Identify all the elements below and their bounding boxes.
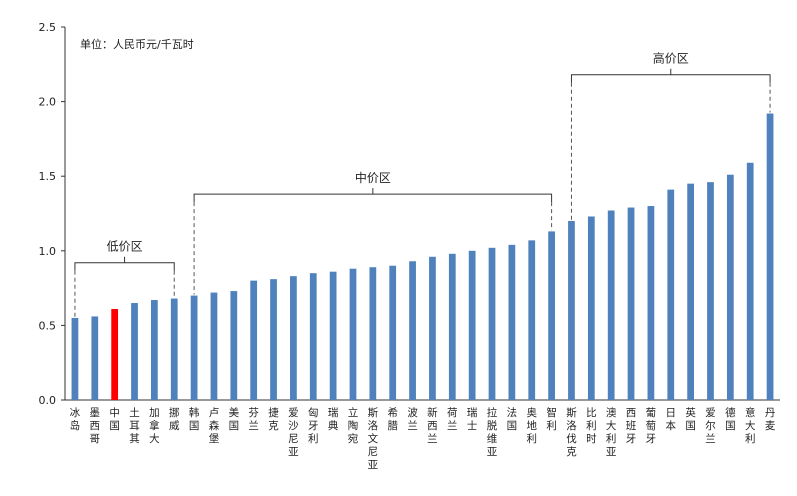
y-tick-label: 1.5 xyxy=(39,170,57,183)
bar-2 xyxy=(91,316,99,400)
bar-13 xyxy=(309,273,317,400)
bar-16 xyxy=(369,267,377,400)
bar-6 xyxy=(170,298,178,400)
bar-32 xyxy=(687,183,695,400)
category-label: 美国 xyxy=(229,406,240,432)
bar-1 xyxy=(71,317,79,400)
category-label: 荷兰 xyxy=(447,407,458,432)
bar-19 xyxy=(429,256,436,400)
category-label: 丹麦 xyxy=(765,407,776,432)
category-label: 中国 xyxy=(109,406,120,432)
category-label: 意大利 xyxy=(745,406,756,445)
bar-18 xyxy=(409,261,416,400)
category-label: 德国 xyxy=(725,406,736,432)
bar-29 xyxy=(627,207,635,400)
axes: 0.0 0.5 1.0 1.5 2.0 2.5 xyxy=(39,21,780,407)
bar-33 xyxy=(707,182,714,400)
category-label: 西班牙 xyxy=(626,407,637,445)
y-tick-label: 2.5 xyxy=(39,21,57,34)
category-label: 匈牙利 xyxy=(308,406,319,445)
bar-8 xyxy=(210,292,218,400)
zone-1: 低价区 xyxy=(74,240,175,317)
category-label: 奥地利 xyxy=(526,406,537,445)
bar-15 xyxy=(349,268,357,400)
category-label: 卢森堡 xyxy=(209,406,220,445)
category-label: 立陶宛 xyxy=(348,406,359,445)
category-label: 斯洛伐克 xyxy=(566,406,577,458)
bar-17 xyxy=(389,265,397,400)
category-label: 韩国 xyxy=(189,406,200,432)
zone-label: 低价区 xyxy=(107,240,143,254)
y-tick-label: 2.0 xyxy=(39,96,57,109)
zone-bracket xyxy=(74,262,175,271)
bar-26 xyxy=(568,220,575,400)
zone-bracket xyxy=(570,74,771,83)
category-label: 智利 xyxy=(546,406,557,432)
bar-3 xyxy=(111,308,119,400)
y-tick-label: 1.0 xyxy=(39,245,57,258)
bars xyxy=(71,113,774,400)
unit-label: 单位：人民币元/千瓦时 xyxy=(80,37,194,51)
bar-10 xyxy=(250,280,258,400)
bar-27 xyxy=(587,216,595,400)
zone-bracket xyxy=(193,193,553,203)
bar-9 xyxy=(230,291,238,400)
category-label: 加拿大 xyxy=(149,407,160,445)
category-label: 比利时 xyxy=(586,406,597,445)
category-label: 瑞典 xyxy=(328,407,339,432)
category-label: 挪威 xyxy=(169,406,180,432)
category-labels: 冰岛墨西哥中国土耳其加拿大挪威韩国卢森堡美国芬兰捷克爱沙尼亚匈牙利瑞典立陶宛斯洛… xyxy=(70,406,776,471)
category-label: 拉脱维亚 xyxy=(487,406,498,458)
zone-label: 高价区 xyxy=(653,51,689,66)
category-label: 芬兰 xyxy=(248,407,259,432)
price-zones: 低价区 中价区 高价区 xyxy=(74,51,771,317)
category-label: 瑞士 xyxy=(467,407,478,432)
bar-4 xyxy=(131,303,138,400)
zone-2: 中价区 xyxy=(193,170,553,295)
bar-28 xyxy=(607,210,615,400)
bar-35 xyxy=(746,162,754,400)
bar-31 xyxy=(667,189,675,400)
category-label: 葡萄牙 xyxy=(646,406,657,445)
category-label: 捷克 xyxy=(268,406,279,432)
category-label: 爱沙尼亚 xyxy=(288,406,299,458)
bar-36 xyxy=(766,113,774,400)
bar-12 xyxy=(290,276,297,400)
category-label: 新西兰 xyxy=(427,406,438,445)
bar-25 xyxy=(548,231,555,400)
category-label: 土耳其 xyxy=(129,406,140,445)
bar-23 xyxy=(508,244,516,400)
category-label: 冰岛 xyxy=(70,406,81,432)
bar-14 xyxy=(329,271,337,400)
bar-24 xyxy=(528,240,536,400)
category-label: 希腊 xyxy=(387,406,398,432)
zone-3: 高价区 xyxy=(570,51,771,220)
bar-5 xyxy=(150,300,158,400)
category-label: 墨西哥 xyxy=(90,407,101,445)
category-label: 法国 xyxy=(507,406,518,432)
bar-11 xyxy=(270,279,277,400)
bar-30 xyxy=(647,206,655,400)
zone-label: 中价区 xyxy=(355,170,391,185)
category-label: 日本 xyxy=(666,407,677,432)
y-tick-label: 0.5 xyxy=(39,319,57,332)
bar-20 xyxy=(448,253,456,400)
category-label: 波兰 xyxy=(407,406,418,432)
bar-7 xyxy=(190,295,198,400)
category-label: 斯洛文尼亚 xyxy=(368,406,379,471)
category-label: 英国 xyxy=(685,406,696,432)
y-tick-label: 0.0 xyxy=(39,394,57,407)
bar-21 xyxy=(468,250,476,400)
category-label: 爱尔兰 xyxy=(705,406,716,445)
category-label: 澳大利亚 xyxy=(606,406,617,458)
bar-22 xyxy=(488,247,496,400)
bar-34 xyxy=(726,174,734,400)
